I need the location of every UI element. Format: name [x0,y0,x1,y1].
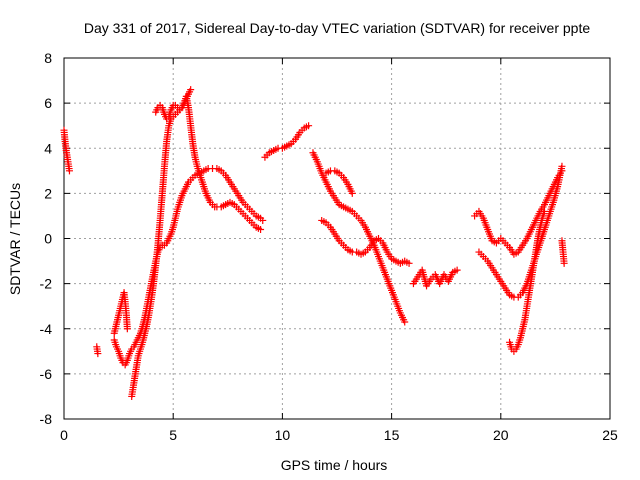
data-point [123,325,131,333]
x-tick-label: 25 [602,427,618,443]
x-tick-label: 20 [493,427,509,443]
y-tick-label: 2 [44,185,52,201]
series-s11 [409,266,461,290]
y-tick-label: 0 [44,231,52,247]
y-tick-label: -6 [40,366,53,382]
x-tick-label: 10 [275,427,291,443]
x-tick-label: 5 [169,427,177,443]
y-tick-label: 4 [44,140,52,156]
data-point [453,266,461,274]
y-tick-label: 8 [44,50,52,66]
series-s3 [110,289,131,337]
y-tick-label: -8 [40,411,53,427]
series-s7 [261,122,313,161]
series-s1 [60,126,73,175]
data-point [540,207,548,215]
axis-ticks: 0 5 10 15 20 25 -8 -6 -4 -2 0 2 4 6 8 [40,50,618,443]
data-point [348,189,356,197]
y-tick-label: 6 [44,95,52,111]
y-tick-label: -4 [40,321,53,337]
data-point [65,167,73,175]
y-axis-label: SDTVAR / TECUs [7,183,23,295]
series-s14 [506,207,548,355]
data-point [305,122,313,130]
data-point [560,259,568,267]
x-axis-label: GPS time / hours [281,457,388,473]
data-point [187,86,195,94]
series-s6 [152,86,195,123]
x-tick-label: 0 [60,427,68,443]
series-s9 [322,167,356,197]
series-s4 [110,165,267,369]
data-points [60,86,568,400]
chart-title: Day 331 of 2017, Sidereal Day-to-day VTE… [84,20,591,36]
y-tick-label: -2 [40,276,53,292]
data-point [257,225,265,233]
series-s15 [558,237,568,267]
x-tick-label: 15 [384,427,400,443]
data-point [259,216,267,224]
data-point [558,162,566,170]
series-s10 [318,216,413,267]
data-point [94,350,102,358]
data-point [405,259,413,267]
series-s2 [93,343,102,358]
series-s5 [128,92,265,400]
series-s8 [309,149,409,326]
data-point [401,318,409,326]
